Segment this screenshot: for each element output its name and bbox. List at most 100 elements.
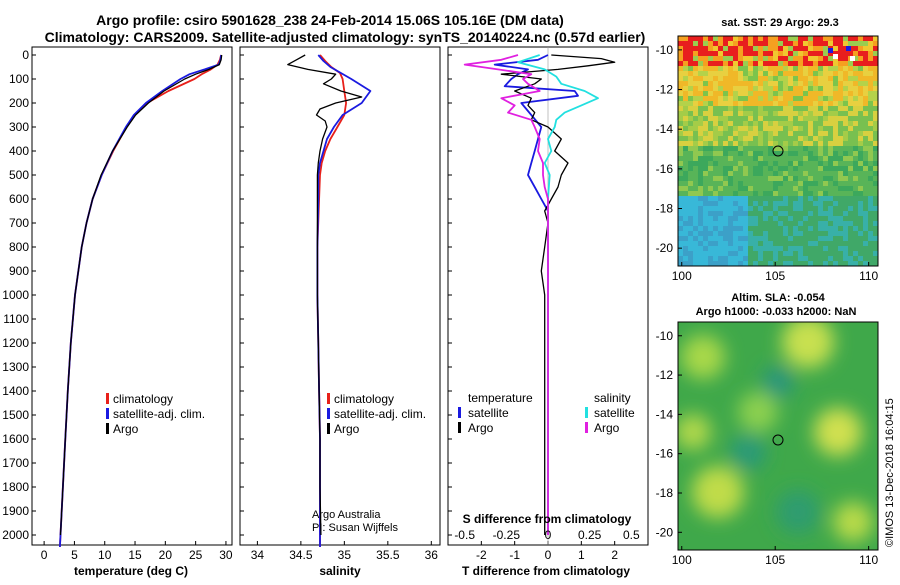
s-diff-tick-label: 0: [545, 528, 552, 542]
depth-tick-label: 1900: [2, 504, 29, 518]
difference-xlabel: T difference from climatology: [462, 564, 630, 578]
depth-tick-label: 300: [9, 120, 29, 134]
lat-tick-label: -14: [656, 122, 674, 136]
legend-argo-label: Argo: [334, 422, 360, 436]
title-line-1: Argo profile: csiro 5901628_238 24-Feb-2…: [96, 12, 564, 28]
legend-argo-swatch: [327, 423, 330, 434]
depth-tick-label: 1200: [2, 336, 29, 350]
depth-tick-label: 100: [9, 72, 29, 86]
watermark: ©IMOS 13-Dec-2018 16:04:15: [884, 398, 896, 547]
lon-tick-label: 100: [672, 553, 692, 567]
lat-tick-label: -12: [656, 368, 674, 382]
legend-satellite-label: satellite-adj. clim.: [113, 407, 205, 421]
depth-tick-label: 500: [9, 168, 29, 182]
sst-title: sat. SST: 29 Argo: 29.3: [721, 17, 839, 29]
title-line-2: Climatology: CARS2009. Satellite-adjuste…: [45, 29, 646, 45]
legend-climatology-swatch: [106, 393, 109, 404]
sst-map: [678, 36, 878, 266]
difference-legend: temperature satellite Argo salinity sate…: [454, 391, 640, 542]
series-line-salinity-argo: [463, 54, 549, 535]
lon-tick-label: 105: [765, 553, 785, 567]
x-tick-label: 34.5: [289, 548, 313, 562]
legend-temperature-heading: temperature: [468, 391, 533, 405]
series-line-argo: [287, 54, 363, 536]
legend-salinity-heading: salinity: [594, 391, 631, 405]
lat-tick-label: -18: [656, 486, 674, 500]
legend-argo-label: Argo: [113, 422, 139, 436]
argo-location-marker: [772, 434, 784, 446]
lon-tick-label: 105: [765, 269, 785, 283]
depth-tick-label: 1500: [2, 408, 29, 422]
depth-axis: 0 100 200 300 400 500 600 700 800 900 1000 1100 1200…: [2, 48, 452, 542]
legend-climatology-swatch: [327, 393, 330, 404]
depth-tick-label: 1700: [2, 456, 29, 470]
legend-climatology-label: climatology: [113, 392, 173, 406]
x-tick-label: 20: [159, 548, 173, 562]
x-tick-label: 25: [189, 548, 203, 562]
legend-sal-satellite-swatch: [585, 407, 588, 418]
legend-sal-argo-swatch: [585, 422, 588, 433]
argo-location-marker: [772, 145, 784, 157]
x-tick-label: 10: [98, 548, 112, 562]
legend-temp-argo-swatch: [458, 422, 461, 433]
legend-temp-satellite-swatch: [458, 407, 461, 418]
s-diff-tick-label: 0.25: [578, 528, 602, 542]
x-tick-label: 1: [578, 548, 585, 562]
series-line-temperature-satellite: [493, 54, 579, 535]
lat-tick-label: -16: [656, 447, 674, 461]
legend-climatology-label: climatology: [334, 392, 394, 406]
depth-tick-label: 1400: [2, 384, 29, 398]
depth-tick-label: 800: [9, 240, 29, 254]
lat-tick-label: -10: [656, 43, 674, 57]
lat-tick-label: -10: [656, 329, 674, 343]
depth-tick-label: 600: [9, 192, 29, 206]
x-tick-label: 0: [545, 548, 552, 562]
x-tick-label: 35.5: [376, 548, 400, 562]
temperature-panel: [31, 46, 233, 546]
legend-satellite-label: satellite-adj. clim.: [334, 407, 426, 421]
sst-map-frame: [677, 35, 879, 267]
legend-sal-argo-label: Argo: [594, 421, 620, 435]
series-line-satellite-adj-clim-: [59, 54, 222, 548]
sla-subtitle: Argo h1000: -0.033 h2000: NaN: [696, 306, 857, 318]
x-tick-label: 15: [128, 548, 142, 562]
depth-tick-label: 0: [22, 48, 29, 62]
x-tick-label: 35: [338, 548, 352, 562]
s-difference-ticks: -0.5 -0.25 0 0.25 0.5: [454, 528, 640, 542]
s-diff-tick-label: -0.5: [454, 528, 475, 542]
sst-lat-ticks: -10 -12 -14 -16 -18 -20: [656, 43, 682, 255]
sla-map-frame: [677, 321, 879, 551]
x-tick-label: 2: [611, 548, 618, 562]
depth-tick-label: 900: [9, 264, 29, 278]
legend-satellite-swatch: [106, 408, 109, 419]
depth-tick-label: 1300: [2, 360, 29, 374]
legend-temp-argo-label: Argo: [468, 421, 494, 435]
series-line-climatology: [316, 54, 348, 547]
lat-tick-label: -18: [656, 202, 674, 216]
salinity-xlabel: salinity: [319, 564, 361, 578]
sla-title: Altim. SLA: -0.054: [731, 292, 825, 304]
lon-tick-label: 110: [859, 553, 878, 567]
depth-tick-label: 1800: [2, 480, 29, 494]
depth-tick-label: 2000: [2, 528, 29, 542]
temperature-legend: climatology satellite-adj. clim. Argo: [106, 392, 205, 436]
lat-tick-label: -12: [656, 83, 674, 97]
s-diff-tick-label: 0.5: [623, 528, 640, 542]
x-tick-label: 0: [41, 548, 48, 562]
legend-satellite-swatch: [327, 408, 330, 419]
credit-line-2: PI: Susan Wijffels: [312, 522, 398, 534]
depth-tick-label: 1000: [2, 288, 29, 302]
sst-lon-ticks: 100 105 110: [672, 262, 879, 283]
series-line-argo: [59, 54, 223, 536]
sla-lon-ticks: 100 105 110: [672, 546, 879, 567]
s-diff-tick-label: -0.25: [493, 528, 521, 542]
legend-sal-satellite-label: satellite: [594, 406, 635, 420]
series-line-satellite-adj-clim-: [316, 54, 372, 547]
x-tick-label: -2: [476, 548, 487, 562]
salinity-legend: climatology satellite-adj. clim. Argo Ar…: [312, 392, 426, 534]
x-tick-label: 34: [251, 548, 265, 562]
depth-tick-label: 1100: [3, 312, 29, 326]
x-tick-label: 30: [219, 548, 233, 562]
salinity-panel: [239, 46, 441, 546]
